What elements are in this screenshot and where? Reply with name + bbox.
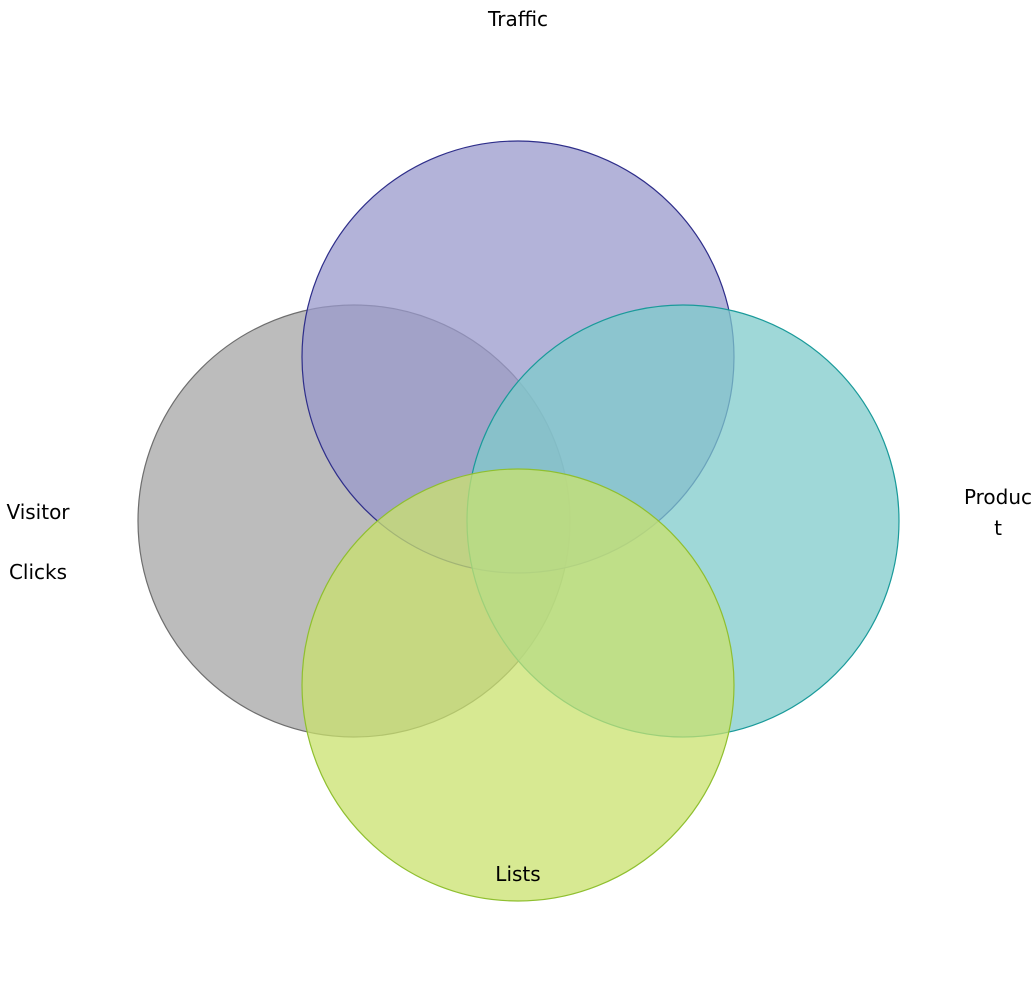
label-product-line-2: t: [994, 516, 1002, 540]
label-visitor-clicks-line-2: Clicks: [8, 560, 68, 584]
circle-lists: [301, 468, 735, 902]
label-lists-line-1: Lists: [495, 862, 541, 886]
label-visitor-clicks-line-1: Visitor: [6, 500, 70, 524]
label-visitor-clicks: Visitor Clicks: [0, 482, 76, 602]
label-product-line-1: Produc: [963, 485, 1033, 509]
label-lists: Lists: [468, 859, 568, 890]
label-traffic-line-1: Traffic: [487, 7, 549, 31]
label-traffic: Traffic: [468, 4, 568, 35]
label-product: Produc t: [960, 482, 1036, 544]
